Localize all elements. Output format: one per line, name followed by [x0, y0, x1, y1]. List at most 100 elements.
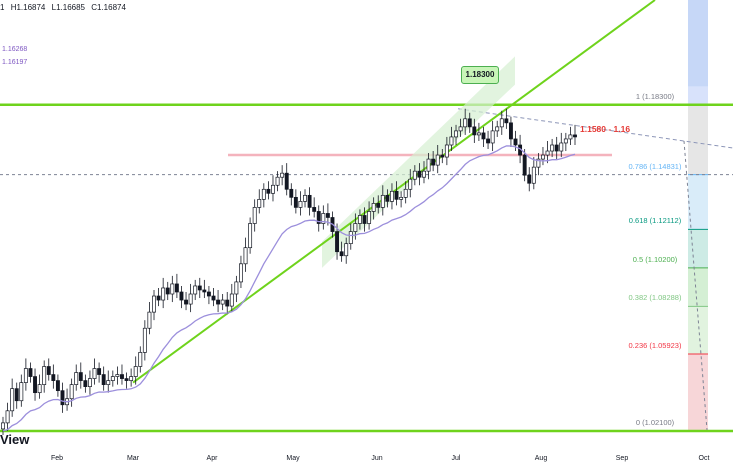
- candle-body-74: [339, 251, 344, 257]
- fib-zone-3: [688, 267, 708, 307]
- candle-body-75: [344, 243, 349, 257]
- candle-body-45: [206, 291, 211, 297]
- candle-body-22: [101, 374, 106, 385]
- candle-body-119: [545, 150, 550, 156]
- fib-zone-0: [688, 104, 708, 175]
- candle-body-12: [55, 380, 60, 392]
- fib-label-1: 1 (1.18300): [635, 91, 675, 101]
- candle-body-6: [28, 368, 33, 377]
- x-tick-sep: Sep: [615, 455, 629, 462]
- candle-body-66: [303, 194, 307, 202]
- x-tick-jun: Jun: [371, 455, 383, 462]
- candle-body-99: [454, 130, 458, 138]
- candle-body-87: [399, 196, 404, 200]
- candle-body-93: [426, 158, 431, 172]
- candle-body-36: [165, 287, 170, 295]
- candle-body-86: [394, 190, 399, 200]
- candle-body-97: [444, 144, 449, 158]
- candle-body-37: [170, 283, 175, 295]
- candle-body-11: [51, 374, 56, 381]
- candle-body-43: [197, 285, 202, 291]
- candle-body-115: [527, 174, 532, 184]
- candle-body-50: [229, 293, 234, 307]
- candle-body-42: [193, 285, 198, 295]
- candle-body-118: [541, 154, 545, 160]
- candle-body-122: [559, 142, 564, 152]
- candle-body-69: [316, 211, 321, 224]
- candle-body-70: [321, 213, 326, 224]
- moving-average-line: [2, 145, 576, 432]
- candle-body-81: [371, 203, 376, 212]
- fib-label-0.382: 0.382 (1.08288): [628, 293, 682, 303]
- candle-body-8: [37, 384, 42, 394]
- candle-body-91: [417, 170, 422, 178]
- candle-body-68: [312, 207, 317, 212]
- candle-body-0: [1, 422, 5, 430]
- candle-body-78: [357, 215, 362, 224]
- candle-body-25: [115, 374, 120, 377]
- candle-body-95: [435, 154, 440, 166]
- candle-body-44: [202, 289, 207, 293]
- candle-body-40: [184, 299, 188, 305]
- fib-zone-1: [688, 174, 708, 230]
- candle-body-61: [280, 172, 285, 178]
- high-price-label[interactable]: 1.18300: [461, 66, 499, 84]
- candle-body-21: [97, 368, 102, 375]
- candle-body-116: [531, 166, 536, 184]
- fib-label-0: 0 (1.02100): [635, 417, 675, 427]
- candle-body-41: [188, 293, 193, 305]
- candle-body-110: [504, 118, 509, 124]
- candle-body-35: [161, 287, 166, 301]
- candle-body-71: [325, 213, 330, 218]
- x-tick-aug: Aug: [534, 455, 548, 462]
- candle-body-53: [243, 247, 248, 265]
- candle-body-9: [42, 366, 47, 385]
- candle-body-28: [129, 376, 134, 381]
- candle-body-101: [463, 118, 468, 128]
- fib-zone-4: [688, 306, 708, 354]
- candle-body-80: [367, 211, 372, 224]
- candle-body-90: [412, 170, 417, 180]
- candle-body-3: [14, 388, 19, 402]
- candle-body-58: [266, 188, 271, 194]
- candle-body-34: [156, 295, 161, 301]
- candle-body-108: [495, 126, 500, 132]
- candle-body-19: [87, 378, 92, 387]
- candle-body-10: [46, 366, 51, 375]
- candle-body-112: [513, 138, 518, 146]
- fib-extension-zone-2: [688, 86, 708, 105]
- candle-body-84: [385, 194, 390, 202]
- candle-body-98: [449, 136, 454, 146]
- ohlc-high: H1.16874: [10, 3, 46, 12]
- candle-body-96: [440, 154, 445, 158]
- candle-body-125: [573, 134, 577, 138]
- fib-label-0.236: 0.236 (1.05923): [628, 340, 682, 350]
- fib-zone-2: [688, 229, 708, 268]
- candle-body-24: [110, 376, 115, 381]
- candle-body-103: [472, 126, 477, 136]
- view-label[interactable]: View: [0, 432, 30, 447]
- candle-body-26: [120, 374, 124, 379]
- candle-body-83: [380, 194, 385, 208]
- candle-body-51: [234, 281, 239, 295]
- candle-body-33: [152, 295, 156, 313]
- ohlc-close: C1.16874: [91, 3, 126, 12]
- x-tick-may: May: [286, 455, 300, 462]
- candle-body-23: [106, 380, 111, 385]
- candle-body-123: [563, 138, 568, 144]
- fib-label-0.786: 0.786 (1.14831): [628, 161, 682, 171]
- candle-body-55: [252, 207, 257, 224]
- candle-body-39: [179, 291, 184, 301]
- candle-body-4: [19, 382, 24, 402]
- x-tick-oct: Oct: [698, 455, 710, 462]
- candle-body-88: [403, 188, 408, 198]
- candle-body-67: [307, 194, 312, 208]
- candle-body-102: [467, 118, 472, 128]
- candle-body-54: [248, 223, 253, 249]
- candle-body-89: [408, 178, 413, 190]
- fib-label-0.5: 0.5 (1.10200): [632, 254, 678, 264]
- candle-body-15: [69, 384, 74, 400]
- candle-body-104: [476, 132, 481, 136]
- candle-body-105: [481, 132, 486, 140]
